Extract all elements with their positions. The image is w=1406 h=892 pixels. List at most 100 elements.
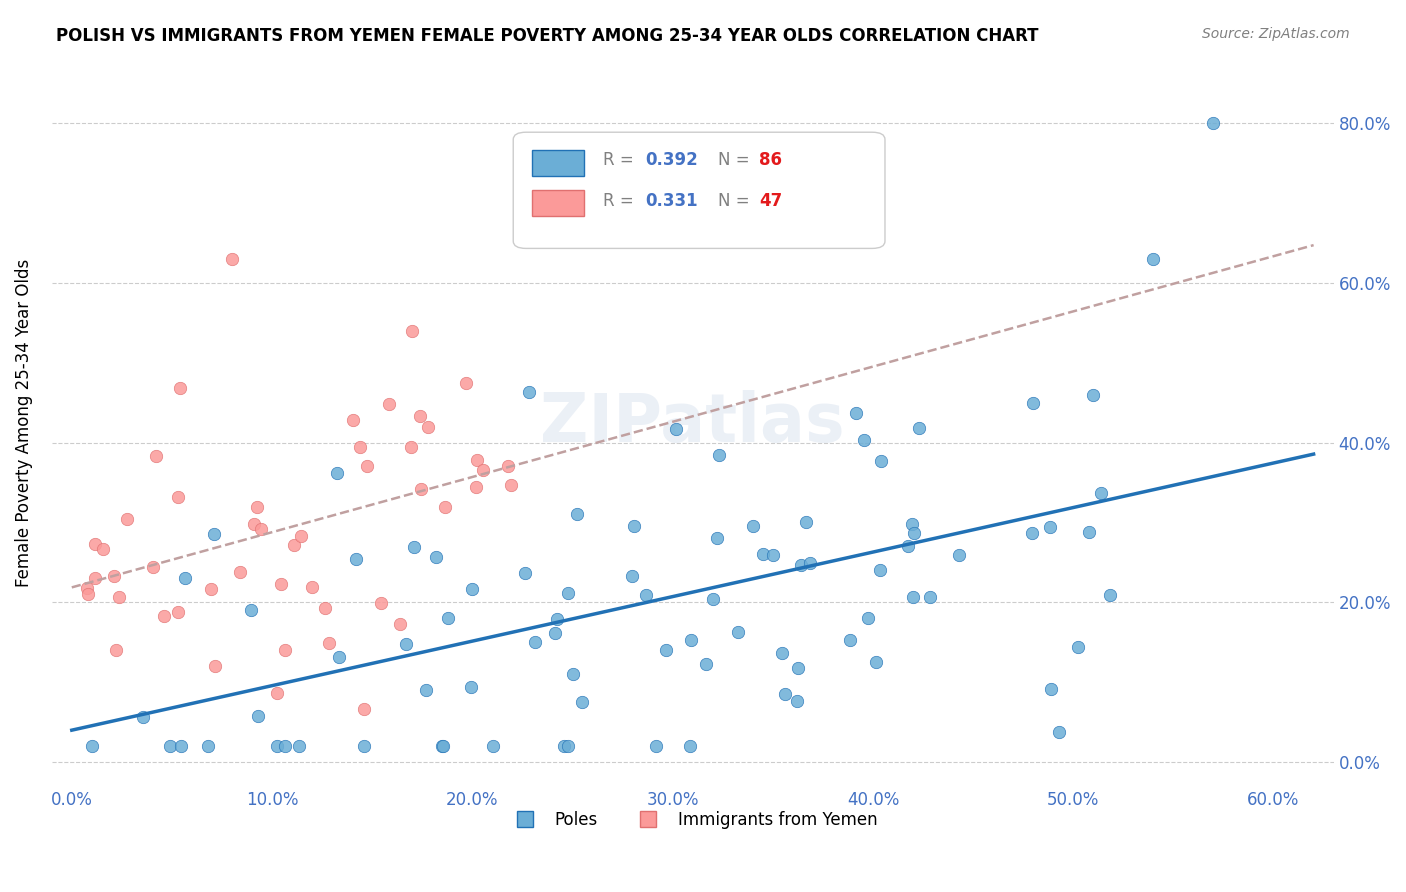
Point	[159, 739, 181, 753]
Point	[274, 642, 297, 657]
Point	[433, 500, 456, 514]
Point	[145, 450, 167, 464]
Point	[790, 558, 813, 572]
Point	[762, 548, 785, 562]
Point	[553, 739, 575, 753]
Point	[544, 626, 567, 640]
Text: N =: N =	[718, 151, 755, 169]
Point	[266, 739, 288, 753]
Point	[1202, 116, 1225, 130]
Point	[204, 659, 226, 673]
Point	[869, 563, 891, 577]
Text: ZIPatlas: ZIPatlas	[540, 390, 845, 456]
Point	[349, 440, 371, 454]
Legend: Poles, Immigrants from Yemen: Poles, Immigrants from Yemen	[502, 805, 884, 836]
Point	[283, 538, 305, 552]
Point	[1142, 252, 1164, 266]
Point	[679, 739, 702, 753]
Point	[408, 409, 430, 423]
Text: 0.331: 0.331	[645, 192, 697, 211]
FancyBboxPatch shape	[513, 132, 884, 248]
Point	[794, 515, 817, 529]
Text: 86: 86	[759, 151, 782, 169]
Point	[115, 512, 138, 526]
Point	[356, 459, 378, 474]
Point	[865, 655, 887, 669]
Point	[328, 649, 350, 664]
Point	[870, 454, 893, 468]
Point	[425, 550, 447, 565]
Point	[524, 635, 547, 649]
Point	[918, 590, 941, 604]
Point	[353, 702, 375, 716]
Point	[91, 542, 114, 557]
Point	[142, 560, 165, 574]
Point	[415, 682, 437, 697]
Point	[620, 568, 643, 582]
Point	[274, 739, 297, 753]
Point	[202, 527, 225, 541]
Point	[314, 601, 336, 615]
Point	[76, 581, 98, 595]
Point	[301, 581, 323, 595]
Point	[394, 637, 416, 651]
Point	[132, 710, 155, 724]
Point	[247, 709, 270, 723]
Point	[897, 539, 920, 553]
Point	[557, 586, 579, 600]
Point	[460, 680, 482, 694]
Point	[742, 518, 765, 533]
Point	[752, 547, 775, 561]
Point	[1083, 388, 1105, 402]
Point	[401, 324, 423, 338]
Point	[461, 582, 484, 596]
Point	[948, 549, 970, 563]
Point	[82, 739, 104, 753]
Point	[103, 569, 125, 583]
Point	[221, 252, 243, 266]
Point	[571, 695, 593, 709]
Point	[839, 632, 862, 647]
Point	[456, 376, 478, 390]
Point	[432, 739, 454, 753]
Point	[1098, 588, 1121, 602]
Point	[84, 537, 107, 551]
Point	[1078, 524, 1101, 539]
Point	[270, 577, 292, 591]
Point	[770, 646, 793, 660]
Point	[903, 526, 925, 541]
Point	[243, 517, 266, 532]
Point	[377, 397, 399, 411]
Point	[229, 565, 252, 579]
Point	[169, 739, 191, 753]
Point	[342, 413, 364, 427]
Point	[706, 531, 728, 545]
Point	[482, 739, 505, 753]
Point	[353, 739, 375, 753]
Point	[471, 463, 494, 477]
FancyBboxPatch shape	[533, 151, 583, 176]
Point	[695, 657, 717, 672]
Point	[167, 490, 190, 504]
Point	[727, 624, 749, 639]
Point	[411, 483, 433, 497]
Point	[266, 685, 288, 699]
Point	[787, 661, 810, 675]
Point	[153, 608, 176, 623]
Text: POLISH VS IMMIGRANTS FROM YEMEN FEMALE POVERTY AMONG 25-34 YEAR OLDS CORRELATION: POLISH VS IMMIGRANTS FROM YEMEN FEMALE P…	[56, 27, 1039, 45]
Point	[565, 507, 588, 521]
Point	[856, 611, 879, 625]
Text: 0.392: 0.392	[645, 151, 697, 169]
Point	[654, 643, 676, 657]
Point	[709, 448, 731, 462]
Point	[77, 587, 100, 601]
Point	[644, 739, 666, 753]
Point	[416, 420, 439, 434]
Point	[104, 642, 127, 657]
Point	[1039, 520, 1062, 534]
Point	[1022, 396, 1045, 410]
Point	[546, 612, 568, 626]
Point	[389, 616, 412, 631]
Text: R =: R =	[603, 192, 638, 211]
Point	[852, 433, 875, 447]
